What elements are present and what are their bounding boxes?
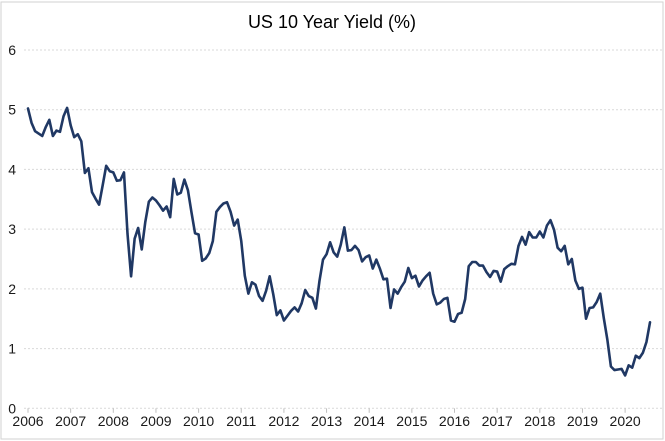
x-axis-labels: 2006 2007 2008 2009 2010 2011 2012 2013 2014 2015… <box>12 413 640 429</box>
x-axis-label-2014: 2014 <box>354 413 385 429</box>
x-axis-label-2015: 2015 <box>396 413 427 429</box>
x-axis-label-2017: 2017 <box>482 413 513 429</box>
y-axis-label-1: 1 <box>8 341 16 357</box>
x-axis-label-2020: 2020 <box>610 413 641 429</box>
y-axis-label-3: 3 <box>8 221 16 237</box>
x-axis-label-2013: 2013 <box>311 413 342 429</box>
yield-line <box>26 106 652 377</box>
y-axis-label-4: 4 <box>8 161 16 177</box>
x-axis-label-2010: 2010 <box>183 413 214 429</box>
x-axis-ticks <box>27 408 626 413</box>
x-axis-label-2006: 2006 <box>12 413 43 429</box>
x-axis-label-2012: 2012 <box>268 413 299 429</box>
y-axis-label-0: 0 <box>8 400 16 416</box>
x-axis-label-2011: 2011 <box>226 413 256 429</box>
y-axis-label-6: 6 <box>8 42 16 58</box>
x-axis-label-2016: 2016 <box>439 413 470 429</box>
x-axis-label-2008: 2008 <box>98 413 129 429</box>
y-axis-label-2: 2 <box>8 281 16 297</box>
y-axis-label-5: 5 <box>8 102 16 118</box>
chart-title: US 10 Year Yield (%) <box>248 12 416 32</box>
x-axis-label-2007: 2007 <box>55 413 86 429</box>
y-axis-labels: 0 1 2 3 4 5 6 <box>8 42 16 416</box>
x-axis-label-2019: 2019 <box>567 413 598 429</box>
x-axis-label-2018: 2018 <box>524 413 555 429</box>
x-axis-label-2009: 2009 <box>140 413 171 429</box>
